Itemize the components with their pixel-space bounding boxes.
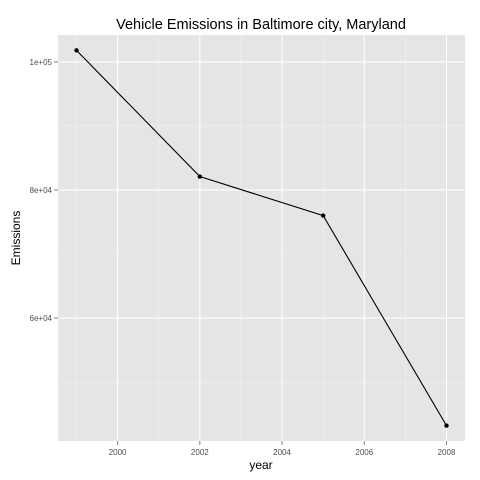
x-tick-label: 2004	[273, 448, 291, 457]
x-tick-label: 2006	[355, 448, 373, 457]
x-axis-title: year	[249, 458, 272, 472]
plot-panel	[58, 35, 465, 441]
x-tick-label: 2000	[109, 448, 127, 457]
x-tick-label: 2002	[191, 448, 209, 457]
chart-title: Vehicle Emissions in Baltimore city, Mar…	[116, 17, 406, 33]
y-axis: 6e+04 8e+04 1e+05	[30, 58, 58, 323]
emissions-points	[74, 48, 449, 428]
data-point	[197, 174, 203, 179]
emissions-line	[76, 49, 447, 426]
y-tick-label: 6e+04	[30, 314, 53, 323]
data-point	[444, 423, 449, 428]
y-axis-title: Emissions	[9, 211, 23, 266]
y-tick-label: 8e+04	[30, 186, 53, 195]
minor-gridlines	[58, 35, 465, 441]
data-point	[74, 48, 79, 53]
y-tick-label: 1e+05	[30, 58, 53, 67]
data-point	[320, 213, 326, 218]
x-tick-label: 2008	[438, 448, 456, 457]
major-gridlines	[58, 35, 465, 441]
x-axis: 2000 2002 2004 2006 2008	[109, 441, 456, 457]
